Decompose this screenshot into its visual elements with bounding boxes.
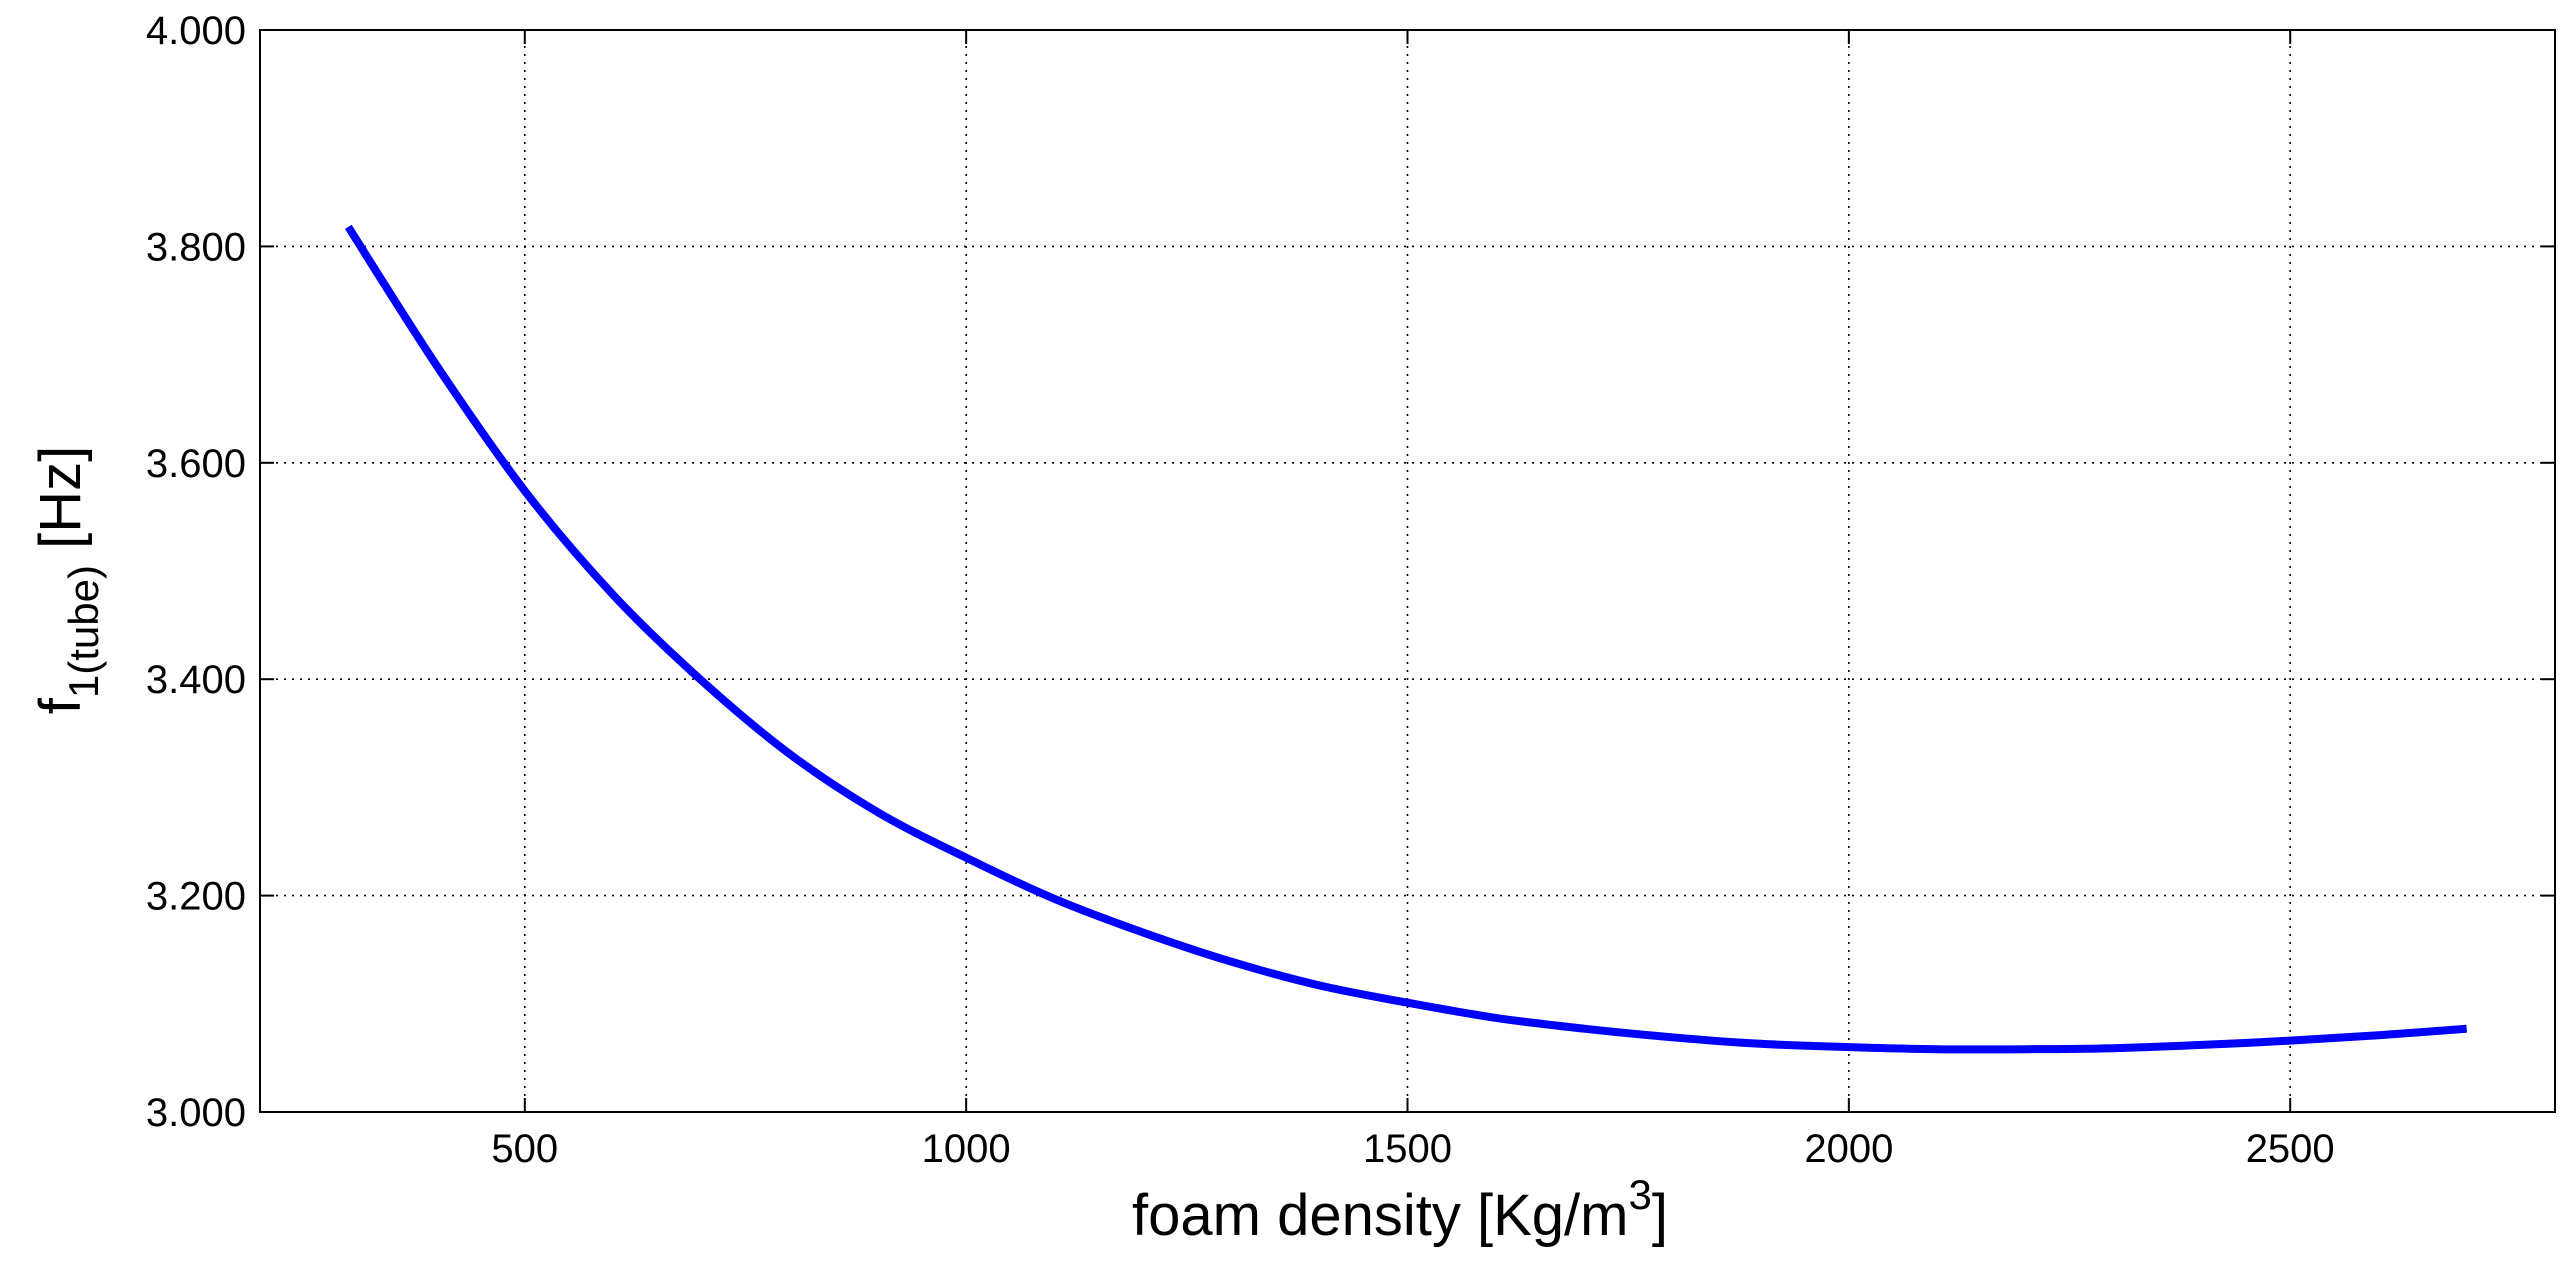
series-line <box>344 224 2467 1054</box>
x-tick-label: 1500 <box>1363 1127 1452 1171</box>
series-layer <box>344 224 2467 1054</box>
x-tick-label: 2500 <box>2246 1127 2335 1171</box>
x-axis: 500 1000 1500 2000 2500 <box>491 30 2335 1171</box>
y-axis: 3.000 3.200 3.400 3.600 3.800 4.000 <box>146 9 2555 1135</box>
y-tick-label: 3.800 <box>146 225 246 269</box>
grid-lines <box>260 30 2555 1112</box>
x-axis-label: foam density [Kg/m3] <box>1132 1171 1668 1248</box>
plot-frame <box>259 29 2556 1113</box>
y-tick-label: 3.600 <box>146 442 246 486</box>
x-tick-label: 2000 <box>1804 1127 1893 1171</box>
y-tick-label: 3.200 <box>146 875 246 919</box>
y-tick-label: 3.000 <box>146 1091 246 1135</box>
x-tick-label: 1000 <box>922 1127 1011 1171</box>
x-tick-label: 500 <box>491 1127 558 1171</box>
y-axis-label: f1(tube) [Hz] <box>28 446 107 714</box>
y-tick-label: 3.400 <box>146 658 246 702</box>
y-tick-label: 4.000 <box>146 9 246 53</box>
